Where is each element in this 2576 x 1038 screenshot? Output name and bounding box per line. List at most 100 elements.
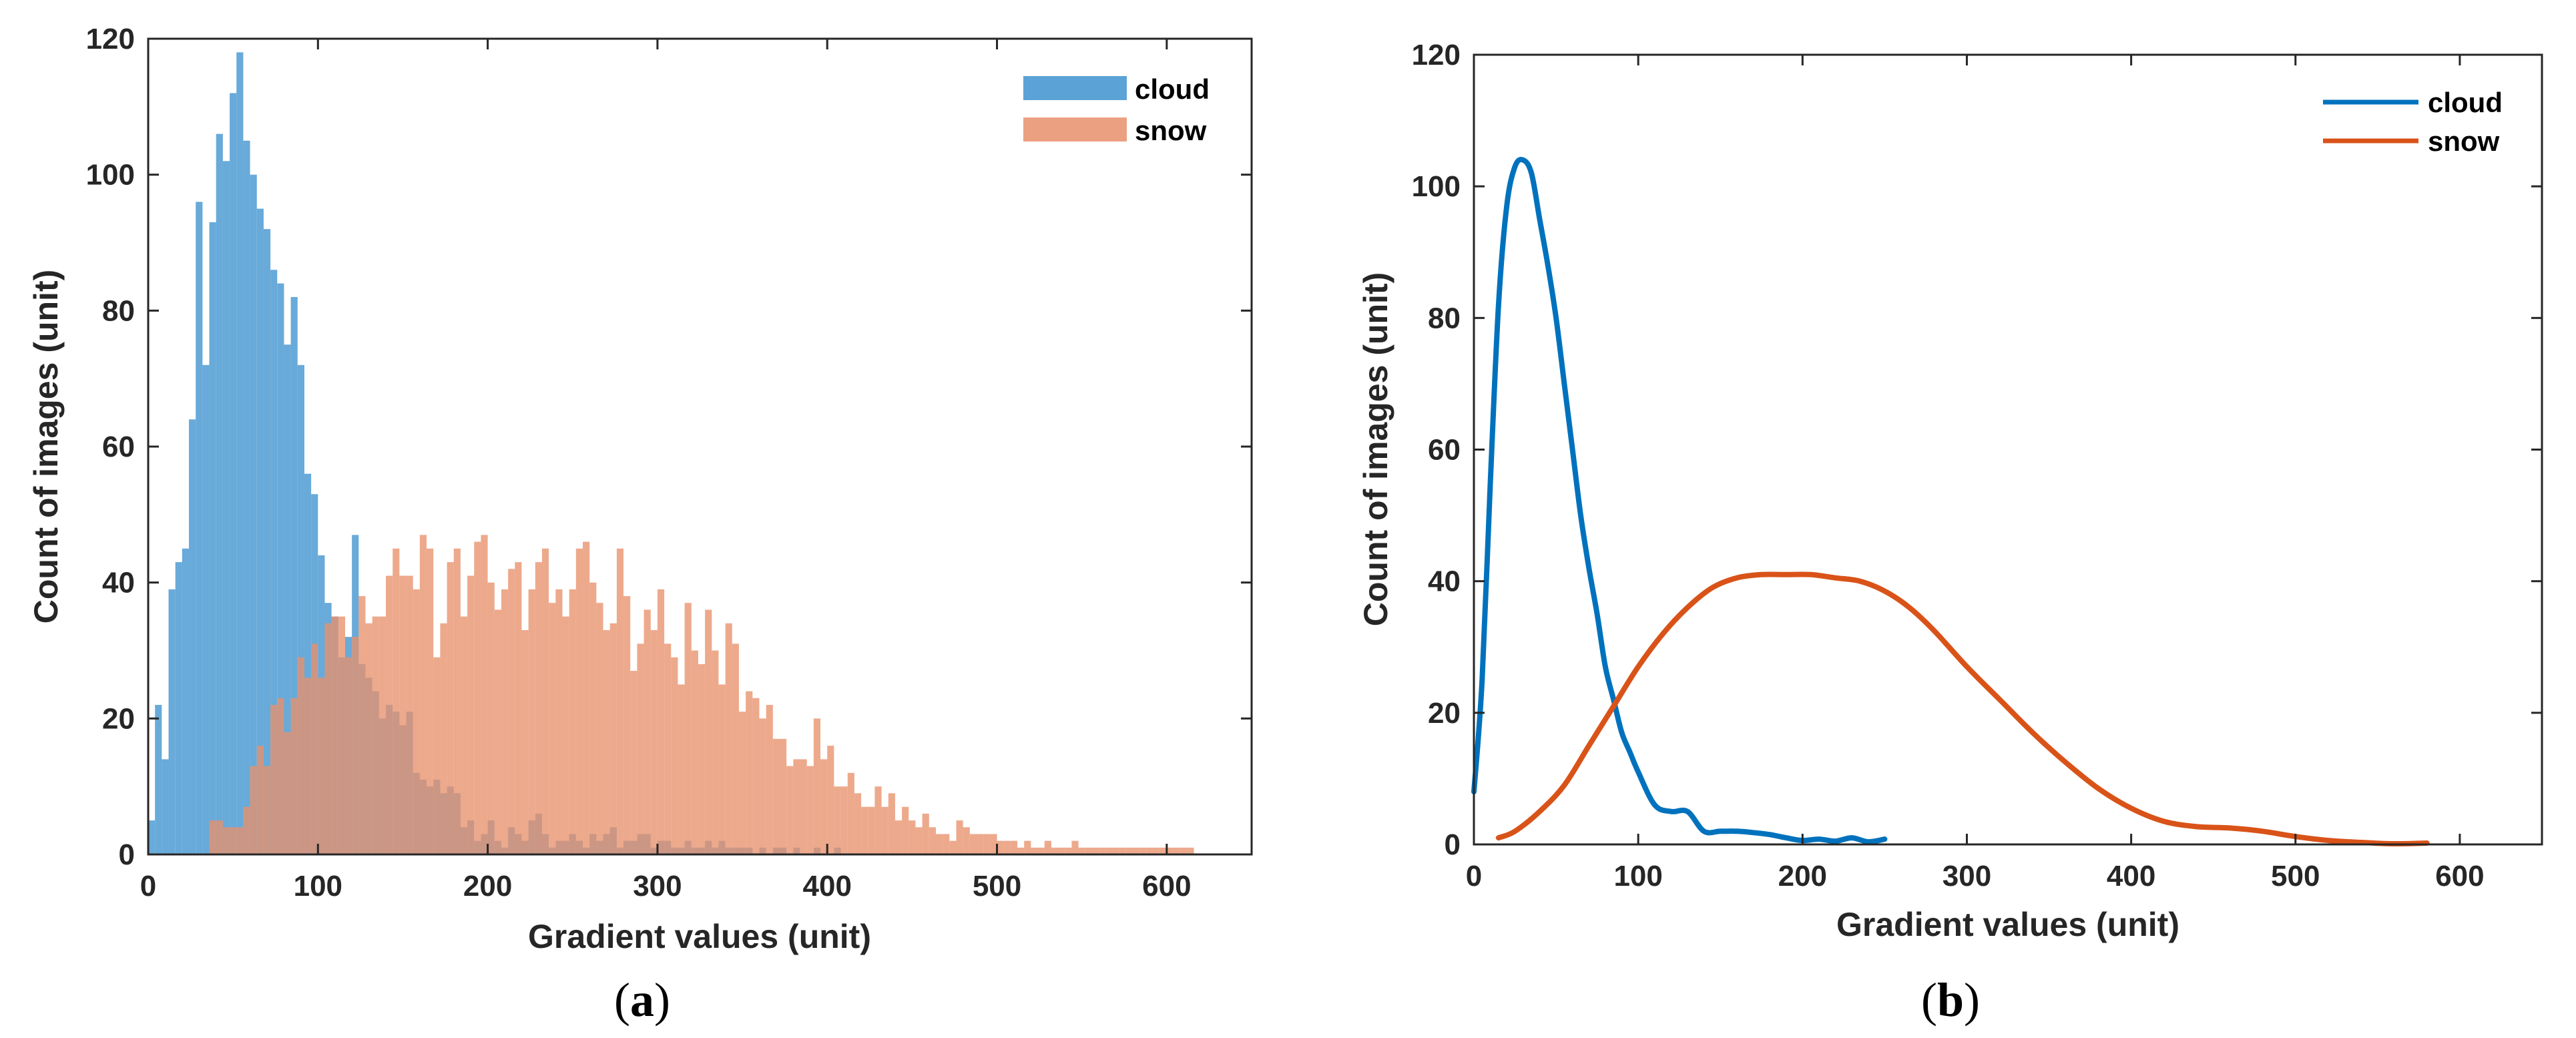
snow-bar [1139,847,1147,854]
snow-bar [868,806,875,854]
cloud-bar [304,473,312,854]
x-tick-label: 600 [2435,860,2484,892]
snow-bar [575,548,583,854]
snow-bar [1071,840,1079,854]
x-tick-label: 600 [1142,870,1191,902]
snow-bar [902,806,909,854]
snow-bar [725,623,732,854]
snow-bar [847,772,854,854]
snow-bar [447,562,454,854]
snow-bar [766,704,773,854]
x-tick-label: 300 [1943,860,1991,892]
snow-bar [650,629,658,854]
snow-bar [243,806,250,854]
snow-bar [1180,847,1188,854]
y-tick-label: 60 [102,431,135,463]
snow-bar [909,820,916,854]
x-axis-label-a: Gradient values (unit) [528,918,871,955]
snow-bar [1003,840,1011,854]
cloud-bar [277,283,284,855]
x-tick-label: 0 [1466,860,1482,892]
cloud-bar [168,589,176,854]
x-tick-label: 500 [2271,860,2320,892]
legend-swatch-snow [1023,117,1127,142]
y-axis-label-a: Count of images (unit) [27,270,65,624]
panel-label-b: (b) [1921,973,1980,1027]
cloud-bar [236,52,244,854]
snow-bar [1037,847,1045,854]
snow-bar [671,657,678,854]
cloud-bar [209,222,216,854]
snow-bar [820,759,828,854]
snow-bar [1051,847,1059,854]
snow-bar [793,759,800,854]
snow-bar [494,609,501,854]
snow-bar [1112,847,1119,854]
y-tick-label: 20 [102,702,135,735]
cloud-bar [155,704,162,854]
snow-bar [250,766,257,854]
snow-bar [609,623,617,854]
snow-bar [1091,847,1099,854]
y-tick-label: 80 [1428,302,1461,334]
snow-bar [834,786,841,854]
snow-bar [806,766,814,854]
snow-bar [657,589,665,854]
x-tick-label: 0 [140,870,156,902]
x-tick-label: 400 [2107,860,2155,892]
snow-bar [935,834,943,854]
snow-bar [230,827,237,854]
snow-bar [969,834,977,854]
cloud-bar [263,229,271,855]
panel-b-density: 0 20 40 60 80 100 120 0 100 200 300 400 500 600 Grad… [1357,39,2543,1027]
snow-bar [643,609,651,854]
x-ticks-a: 0 100 200 300 400 500 600 [140,39,1192,902]
snow-bar [487,582,495,854]
snow-bar [216,820,223,854]
snow-bar [460,616,468,854]
snow-bar [378,616,387,854]
snow-bar [393,548,400,854]
y-ticks-b: 0 20 40 60 80 100 120 [1412,39,2542,861]
snow-bar [780,738,787,854]
y-tick-label: 40 [1428,565,1461,598]
snow-bar [1058,847,1065,854]
snow-bar [535,562,542,854]
legend-a: cloud snow [1023,73,1210,146]
panel-a-histogram: 0 20 40 60 80 100 120 0 100 200 300 400 500 600 Grad… [27,23,1253,1027]
snow-bar [881,806,888,854]
legend-swatch-cloud [1023,76,1127,100]
snow-bar [413,589,420,854]
snow-bar [399,575,407,854]
snow-bar [977,834,984,854]
cloud-density-line [1471,156,1888,845]
legend-label-snow-b: snow [2428,125,2500,157]
snow-bar [929,827,936,854]
snow-bar [623,596,631,854]
snow-bar [949,840,957,854]
snow-bar [983,834,991,854]
snow-bar [386,575,393,854]
y-axis-label-b: Count of images (unit) [1357,272,1394,627]
snow-bar [840,786,848,854]
snow-bar [311,643,318,854]
snow-bar [474,541,481,854]
snow-bar [1010,840,1018,854]
y-tick-label: 40 [102,567,135,599]
snow-bar [956,820,963,854]
snow-bar [528,589,535,854]
x-tick-label: 200 [1778,860,1827,892]
snow-bar [894,820,903,854]
snow-bar [1085,847,1092,854]
x-ticks-b: 0 100 200 300 400 500 600 [1466,55,2485,892]
snow-bar [1119,847,1126,854]
y-tick-label: 100 [1412,170,1461,203]
snow-density-line [1495,571,2430,847]
snow-bar [888,793,895,854]
cloud-bar [175,562,182,854]
cloud-bar [270,270,278,854]
y-tick-label: 60 [1428,434,1461,467]
snow-bar [691,650,698,854]
panel-label-a: (a) [614,973,670,1027]
x-axis-label-b: Gradient values (unit) [1836,906,2179,943]
